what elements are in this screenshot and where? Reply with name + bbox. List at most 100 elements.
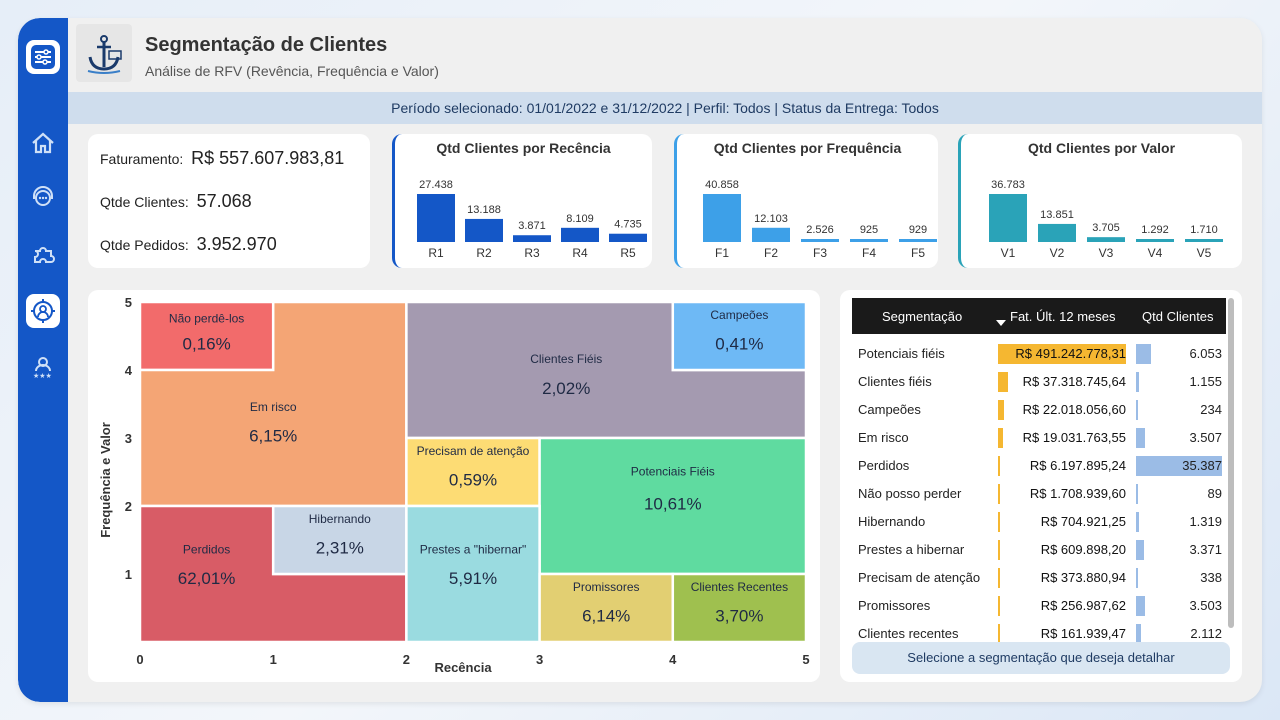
bar-R1[interactable] — [417, 194, 455, 242]
bar-R2[interactable] — [465, 218, 503, 242]
segment-label: Promissores — [573, 580, 640, 594]
cell-qtd-clientes: 3.371 — [1189, 542, 1222, 557]
table-scrollbar[interactable] — [1228, 298, 1234, 628]
chart-recencia-title: Qtd Clientes por Recência — [436, 140, 611, 156]
bar-V5[interactable] — [1185, 239, 1223, 242]
cell-faturamento: R$ 1.708.939,60 — [1029, 486, 1126, 501]
fat-databar — [998, 372, 1008, 392]
segment-pct: 10,61% — [644, 494, 702, 513]
bar-R4[interactable] — [561, 227, 599, 242]
chart-recencia: Qtd Clientes por Recência 27.438 R1 13.188… — [392, 134, 652, 268]
data-label-R1: 27.438 — [419, 179, 453, 191]
qtd-databar — [1136, 372, 1139, 392]
tick-label-V1: V1 — [1001, 246, 1016, 260]
cell-faturamento: R$ 704.921,25 — [1040, 514, 1126, 529]
tick-label-R4: R4 — [572, 246, 588, 260]
cell-segmentacao: Não posso perder — [858, 486, 962, 501]
table-row[interactable]: Perdidos R$ 6.197.895,24 35.387 — [852, 452, 1226, 480]
fat-databar — [998, 512, 1000, 532]
bar-V2[interactable] — [1038, 223, 1076, 242]
cell-qtd-clientes: 35.387 — [1182, 458, 1222, 473]
bar-R3[interactable] — [513, 235, 551, 242]
data-label-V1: 36.783 — [991, 179, 1025, 191]
chart-frequencia-plot: 40.858 F1 12.103 F2 2.526 F3 925 F4 929 F5 — [703, 179, 937, 260]
select-segment-hint[interactable]: Selecione a segmentação que deseja detal… — [852, 642, 1230, 674]
col-segmentacao[interactable]: Segmentação — [882, 309, 963, 324]
cell-qtd-clientes: 6.053 — [1189, 346, 1222, 361]
segment-pct: 3,70% — [715, 607, 763, 626]
segmentation-table-card: Segmentação Fat. Últ. 12 meses Qtd Clien… — [840, 290, 1242, 682]
x-tick-label: 1 — [270, 652, 277, 667]
bar-F2[interactable] — [752, 227, 790, 242]
bar-R5[interactable] — [609, 233, 647, 242]
tick-label-R5: R5 — [620, 246, 636, 260]
fat-databar — [998, 540, 1000, 560]
cell-qtd-clientes: 89 — [1207, 486, 1222, 501]
table-header: Segmentação Fat. Últ. 12 meses Qtd Clien… — [852, 298, 1226, 334]
x-tick-label: 3 — [536, 652, 543, 667]
tick-label-R3: R3 — [524, 246, 540, 260]
period-filter-bar: Período selecionado: 01/01/2022 e 31/12/… — [68, 92, 1262, 124]
cell-qtd-clientes: 338 — [1200, 570, 1222, 585]
table-row[interactable]: Prestes a hibernar R$ 609.898,20 3.371 — [852, 536, 1226, 564]
y-tick-label: 5 — [125, 295, 132, 310]
bar-F3[interactable] — [801, 239, 839, 242]
table-row[interactable]: Promissores R$ 256.987,62 3.503 — [852, 592, 1226, 620]
segment-label: Hibernando — [309, 512, 371, 526]
customer-target-icon[interactable] — [26, 294, 60, 328]
col-faturamento[interactable]: Fat. Últ. 12 meses — [1010, 309, 1116, 324]
puzzle-icon[interactable] — [26, 238, 60, 272]
bar-F5[interactable] — [899, 239, 937, 242]
chart-valor: Qtd Clientes por Valor 36.783 V1 13.851 V2 3… — [958, 134, 1242, 268]
kpi-faturamento: Faturamento: R$ 557.607.983,81 — [100, 148, 344, 169]
y-tick-label: 3 — [125, 431, 132, 446]
cell-qtd-clientes: 2.112 — [1190, 626, 1222, 641]
cell-segmentacao: Clientes fiéis — [858, 374, 932, 389]
bar-V3[interactable] — [1087, 237, 1125, 242]
cell-segmentacao: Prestes a hibernar — [858, 542, 965, 557]
bar-F4[interactable] — [850, 239, 888, 242]
table-row[interactable]: Potenciais fiéis R$ 491.242.778,31 6.053 — [852, 340, 1226, 368]
rfv-matrix-plot: Não perdê-los 0,16% Em risco 6,15% Clientes … — [98, 295, 810, 675]
fat-databar — [998, 428, 1003, 448]
x-axis-label: Recência — [434, 660, 492, 675]
kpi-pedidos-label: Qtde Pedidos: — [100, 237, 189, 253]
kpi-pedidos-value: 3.952.970 — [196, 234, 277, 254]
tick-label-R2: R2 — [476, 246, 492, 260]
chart-recencia-plot: 27.438 R1 13.188 R2 3.871 R3 8.109 R4 4.735 R5 — [417, 179, 647, 260]
col-qtd-clientes[interactable]: Qtd Clientes — [1142, 309, 1214, 324]
qtd-databar — [1136, 456, 1222, 476]
segment-3[interactable] — [671, 300, 808, 372]
data-label-F2: 12.103 — [754, 213, 788, 225]
table-row[interactable]: Em risco R$ 19.031.763,55 3.507 — [852, 424, 1226, 452]
page-title: Segmentação de Clientes — [145, 34, 388, 56]
bar-V1[interactable] — [989, 194, 1027, 242]
data-label-V4: 1.292 — [1141, 224, 1169, 236]
table-row[interactable]: Clientes recentes R$ 161.939,47 2.112 — [852, 620, 1226, 648]
table-row[interactable]: Não posso perder R$ 1.708.939,60 89 — [852, 480, 1226, 508]
segment-pct: 0,16% — [182, 335, 230, 354]
support-agent-icon[interactable] — [26, 181, 60, 215]
bar-F1[interactable] — [703, 194, 741, 242]
filter-sliders-icon[interactable] — [26, 40, 60, 74]
cell-faturamento: R$ 6.197.895,24 — [1029, 458, 1126, 473]
header: Segmentação de Clientes Análise de RFV (… — [68, 18, 1262, 92]
table-row[interactable]: Clientes fiéis R$ 37.318.745,64 1.155 — [852, 368, 1226, 396]
segment-pct: 62,01% — [178, 569, 236, 588]
home-icon[interactable] — [26, 126, 60, 160]
tick-label-F4: F4 — [862, 246, 876, 260]
sort-desc-icon[interactable] — [996, 320, 1006, 326]
cell-faturamento: R$ 22.018.056,60 — [1022, 402, 1126, 417]
data-label-V2: 13.851 — [1040, 209, 1074, 221]
cell-segmentacao: Campeões — [858, 402, 921, 417]
table-row[interactable]: Campeões R$ 22.018.056,60 234 — [852, 396, 1226, 424]
fat-databar — [998, 624, 1000, 644]
tick-label-V5: V5 — [1197, 246, 1212, 260]
segment-10[interactable] — [671, 572, 808, 644]
anchor-cart-logo — [76, 24, 132, 82]
table-row[interactable]: Hibernando R$ 704.921,25 1.319 — [852, 508, 1226, 536]
bar-V4[interactable] — [1136, 239, 1174, 242]
cell-qtd-clientes: 3.507 — [1189, 430, 1222, 445]
ranking-user-icon[interactable]: ★★★ — [26, 350, 60, 384]
table-row[interactable]: Precisam de atenção R$ 373.880,94 338 — [852, 564, 1226, 592]
